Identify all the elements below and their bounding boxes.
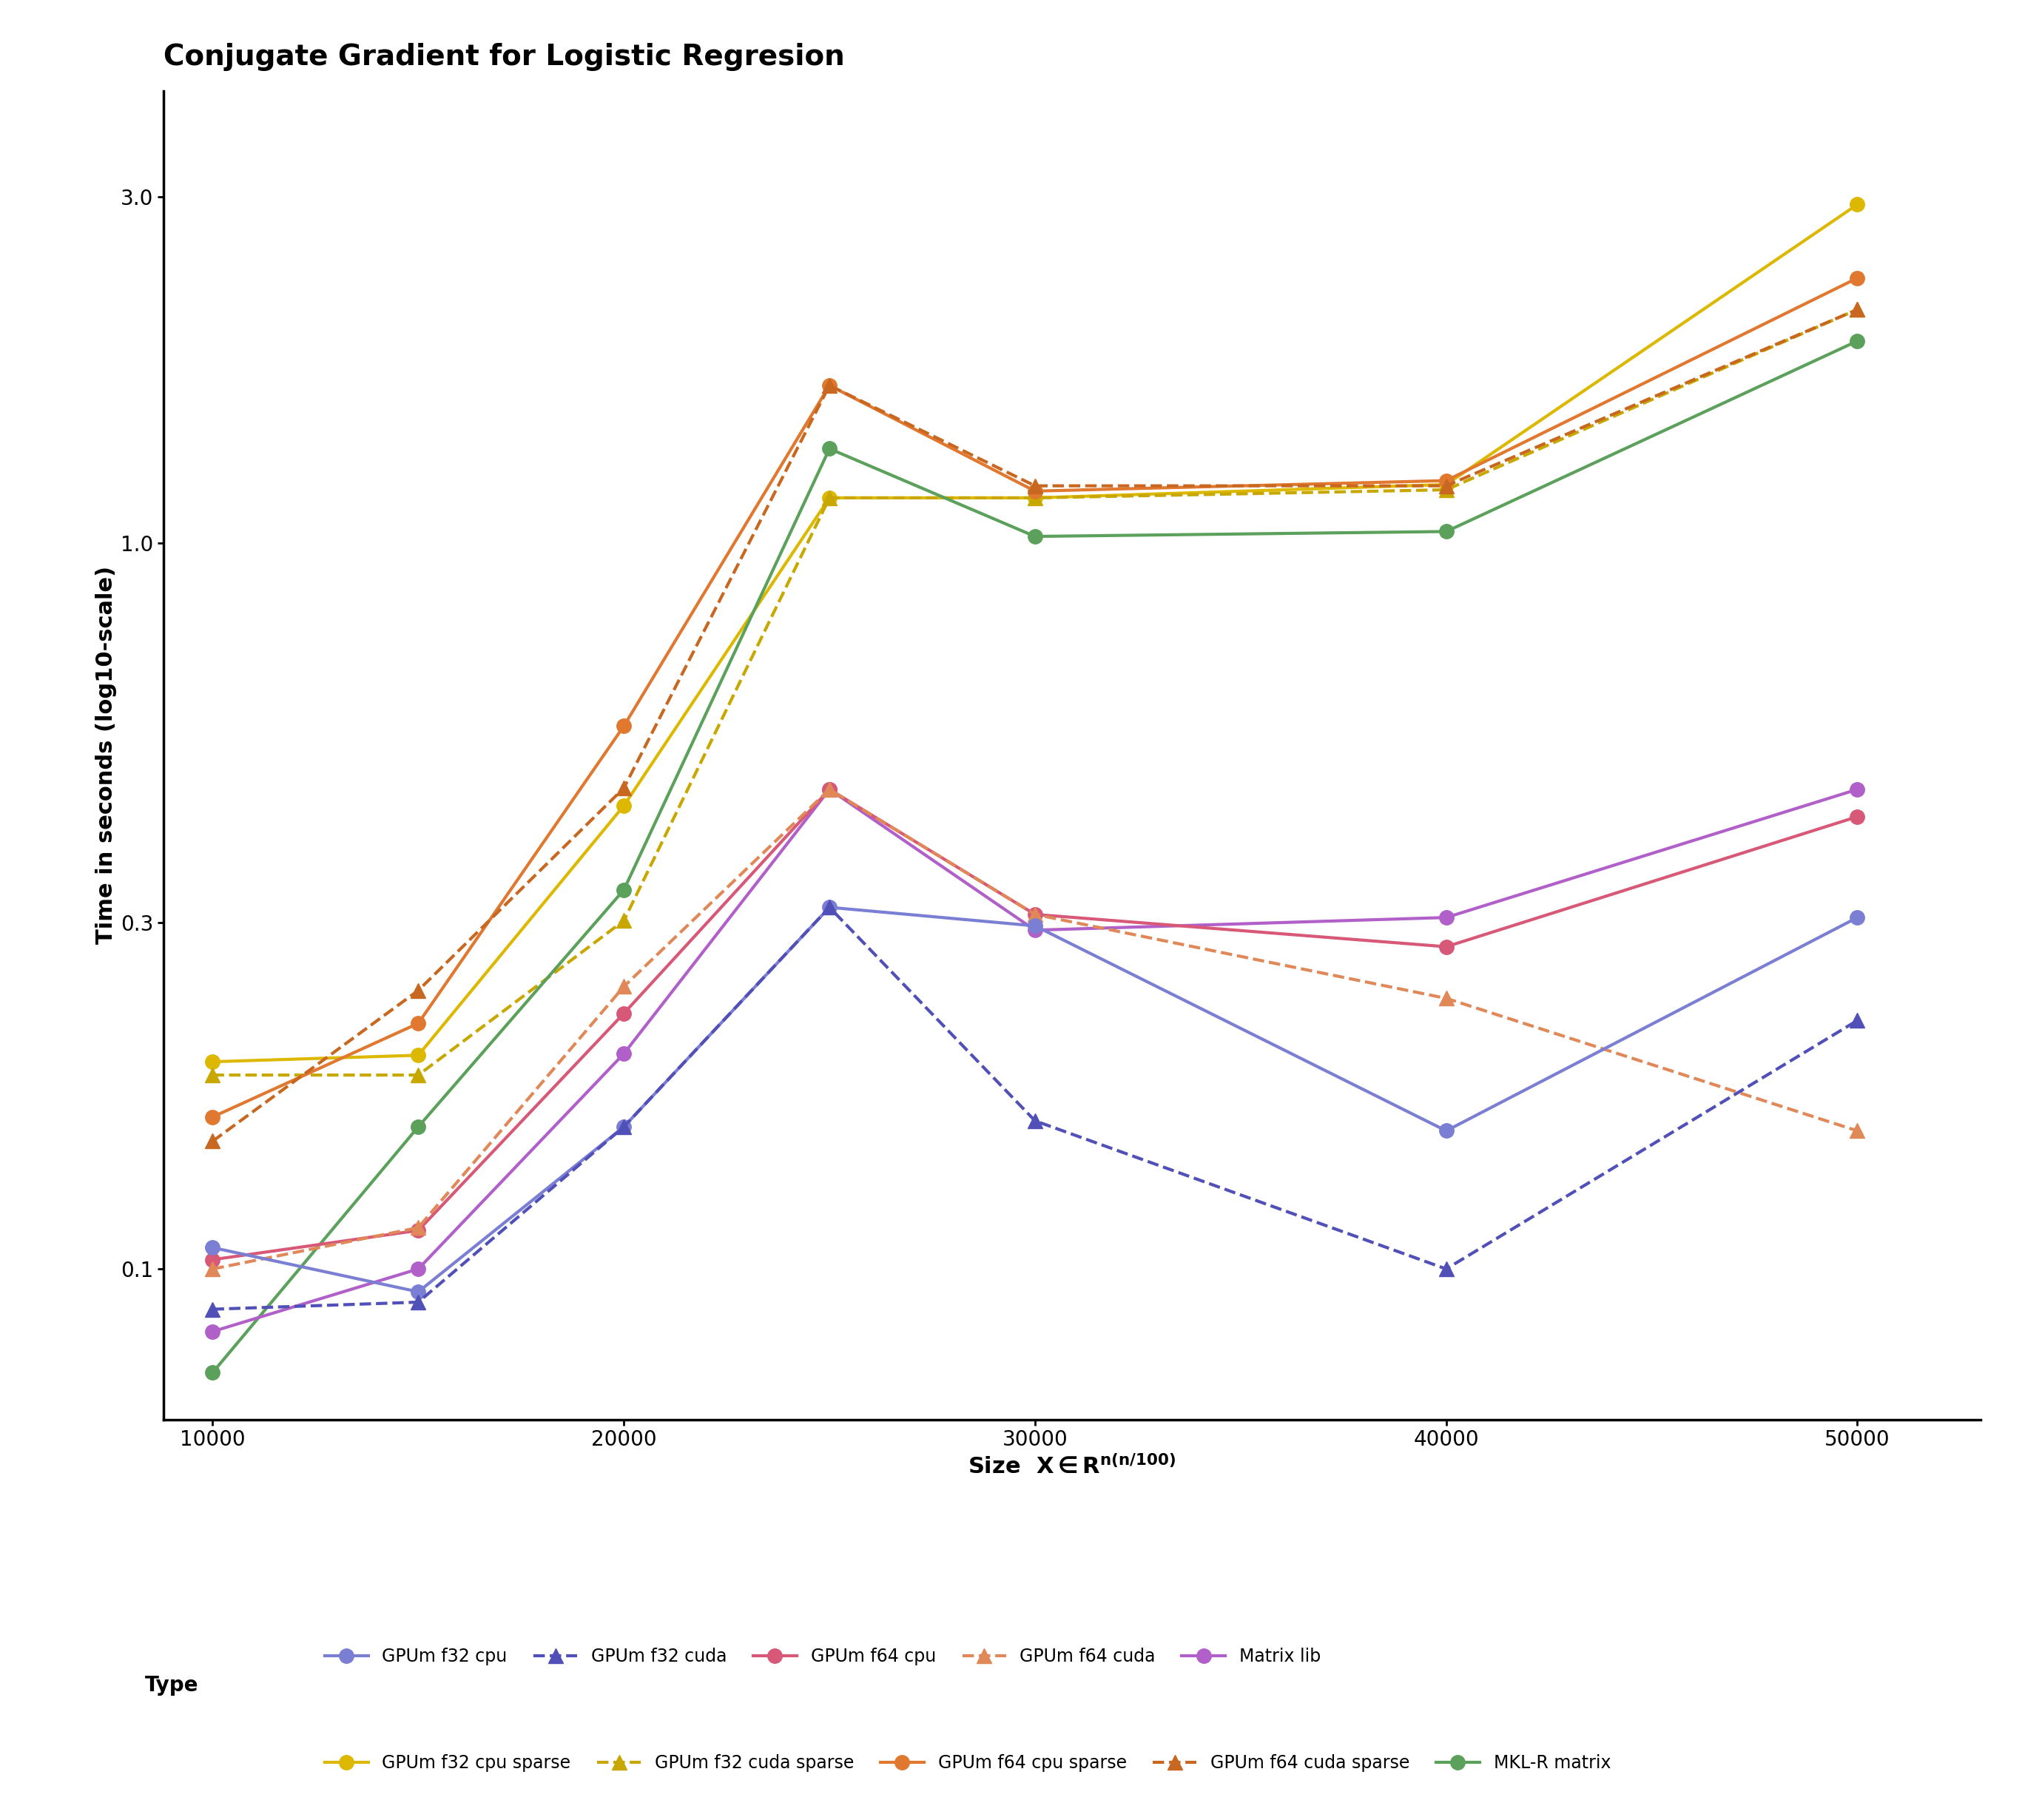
GPUm f64 cuda sparse: [613, 777, 637, 799]
GPUm f64 cpu: [613, 1003, 637, 1025]
GPUm f32 cuda: [1023, 1110, 1048, 1132]
GPUm f32 cuda sparse: [1846, 298, 1870, 320]
GPUm f64 cpu sparse: [1433, 470, 1458, 491]
GPUm f32 cpu sparse: [200, 1050, 225, 1072]
Text: Conjugate Gradient for Logistic Regresion: Conjugate Gradient for Logistic Regresio…: [163, 44, 845, 71]
GPUm f32 cpu sparse: [817, 488, 841, 510]
GPUm f64 cuda: [1846, 1119, 1870, 1141]
Line: GPUm f32 cpu: GPUm f32 cpu: [206, 901, 1864, 1299]
GPUm f32 cuda: [1433, 1258, 1458, 1279]
Y-axis label: Time in seconds (log10-scale): Time in seconds (log10-scale): [96, 566, 116, 945]
GPUm f32 cuda: [1846, 1010, 1870, 1032]
GPUm f32 cpu: [817, 897, 841, 919]
GPUm f32 cuda sparse: [613, 910, 637, 932]
GPUm f32 cpu: [1433, 1119, 1458, 1141]
GPUm f64 cpu sparse: [613, 715, 637, 737]
GPUm f32 cuda: [200, 1298, 225, 1320]
GPUm f32 cuda sparse: [1433, 479, 1458, 500]
GPUm f64 cpu: [1846, 806, 1870, 828]
Matrix lib: [817, 779, 841, 801]
MKL-R matrix: [406, 1116, 431, 1138]
Matrix lib: [1846, 779, 1870, 801]
GPUm f32 cuda: [406, 1290, 431, 1312]
GPUm f64 cpu: [817, 779, 841, 801]
GPUm f64 cpu: [406, 1219, 431, 1241]
Line: GPUm f64 cpu: GPUm f64 cpu: [206, 783, 1864, 1267]
X-axis label: Size  $\mathbf{X \in R}^{\mathbf{n(n/100)}}$: Size $\mathbf{X \in R}^{\mathbf{n(n/100)…: [968, 1454, 1176, 1478]
MKL-R matrix: [613, 879, 637, 901]
GPUm f64 cuda sparse: [200, 1130, 225, 1152]
MKL-R matrix: [1023, 526, 1048, 548]
MKL-R matrix: [1846, 329, 1870, 351]
GPUm f64 cuda sparse: [1433, 475, 1458, 497]
GPUm f64 cuda: [817, 779, 841, 801]
GPUm f64 cpu sparse: [406, 1012, 431, 1034]
Matrix lib: [1023, 919, 1048, 941]
GPUm f64 cpu sparse: [1023, 480, 1048, 502]
Line: MKL-R matrix: MKL-R matrix: [206, 333, 1864, 1380]
MKL-R matrix: [1433, 521, 1458, 542]
Line: GPUm f64 cuda: GPUm f64 cuda: [206, 783, 1864, 1276]
GPUm f64 cpu: [1433, 935, 1458, 957]
GPUm f32 cpu sparse: [406, 1045, 431, 1067]
GPUm f64 cuda sparse: [1846, 298, 1870, 320]
MKL-R matrix: [200, 1361, 225, 1383]
GPUm f64 cuda sparse: [817, 375, 841, 397]
Line: GPUm f64 cuda sparse: GPUm f64 cuda sparse: [206, 302, 1864, 1148]
GPUm f64 cpu sparse: [817, 375, 841, 397]
GPUm f32 cuda: [817, 897, 841, 919]
GPUm f64 cpu: [1023, 903, 1048, 925]
GPUm f64 cpu: [200, 1249, 225, 1270]
MKL-R matrix: [817, 439, 841, 460]
GPUm f64 cuda: [613, 976, 637, 997]
GPUm f32 cpu: [200, 1238, 225, 1259]
GPUm f64 cuda sparse: [406, 979, 431, 1001]
GPUm f64 cuda: [1433, 988, 1458, 1010]
GPUm f64 cuda: [406, 1218, 431, 1239]
GPUm f32 cpu sparse: [1846, 193, 1870, 215]
GPUm f64 cuda: [1023, 903, 1048, 925]
GPUm f32 cuda sparse: [1023, 488, 1048, 510]
GPUm f32 cpu: [406, 1281, 431, 1303]
Line: GPUm f64 cpu sparse: GPUm f64 cpu sparse: [206, 271, 1864, 1125]
GPUm f64 cuda: [200, 1258, 225, 1279]
GPUm f64 cpu sparse: [200, 1107, 225, 1128]
GPUm f32 cpu: [1023, 915, 1048, 937]
Line: Matrix lib: Matrix lib: [206, 783, 1864, 1340]
GPUm f32 cpu sparse: [1433, 473, 1458, 495]
GPUm f64 cpu sparse: [1846, 268, 1870, 289]
GPUm f32 cpu sparse: [1023, 488, 1048, 510]
GPUm f32 cpu sparse: [613, 795, 637, 817]
Matrix lib: [406, 1258, 431, 1279]
Text: Type: Type: [145, 1674, 198, 1696]
GPUm f32 cpu: [1846, 906, 1870, 928]
Matrix lib: [200, 1321, 225, 1343]
GPUm f32 cuda sparse: [817, 488, 841, 510]
Matrix lib: [613, 1043, 637, 1065]
Line: GPUm f32 cpu sparse: GPUm f32 cpu sparse: [206, 197, 1864, 1068]
GPUm f32 cuda: [613, 1116, 637, 1138]
Line: GPUm f32 cuda: GPUm f32 cuda: [206, 901, 1864, 1316]
GPUm f64 cuda sparse: [1023, 475, 1048, 497]
Matrix lib: [1433, 906, 1458, 928]
GPUm f32 cuda sparse: [200, 1065, 225, 1087]
Legend: GPUm f32 cpu sparse, GPUm f32 cuda sparse, GPUm f64 cpu sparse, GPUm f64 cuda sp: GPUm f32 cpu sparse, GPUm f32 cuda spars…: [317, 1747, 1617, 1778]
GPUm f32 cuda sparse: [406, 1065, 431, 1087]
GPUm f32 cpu: [613, 1116, 637, 1138]
Line: GPUm f32 cuda sparse: GPUm f32 cuda sparse: [206, 302, 1864, 1083]
